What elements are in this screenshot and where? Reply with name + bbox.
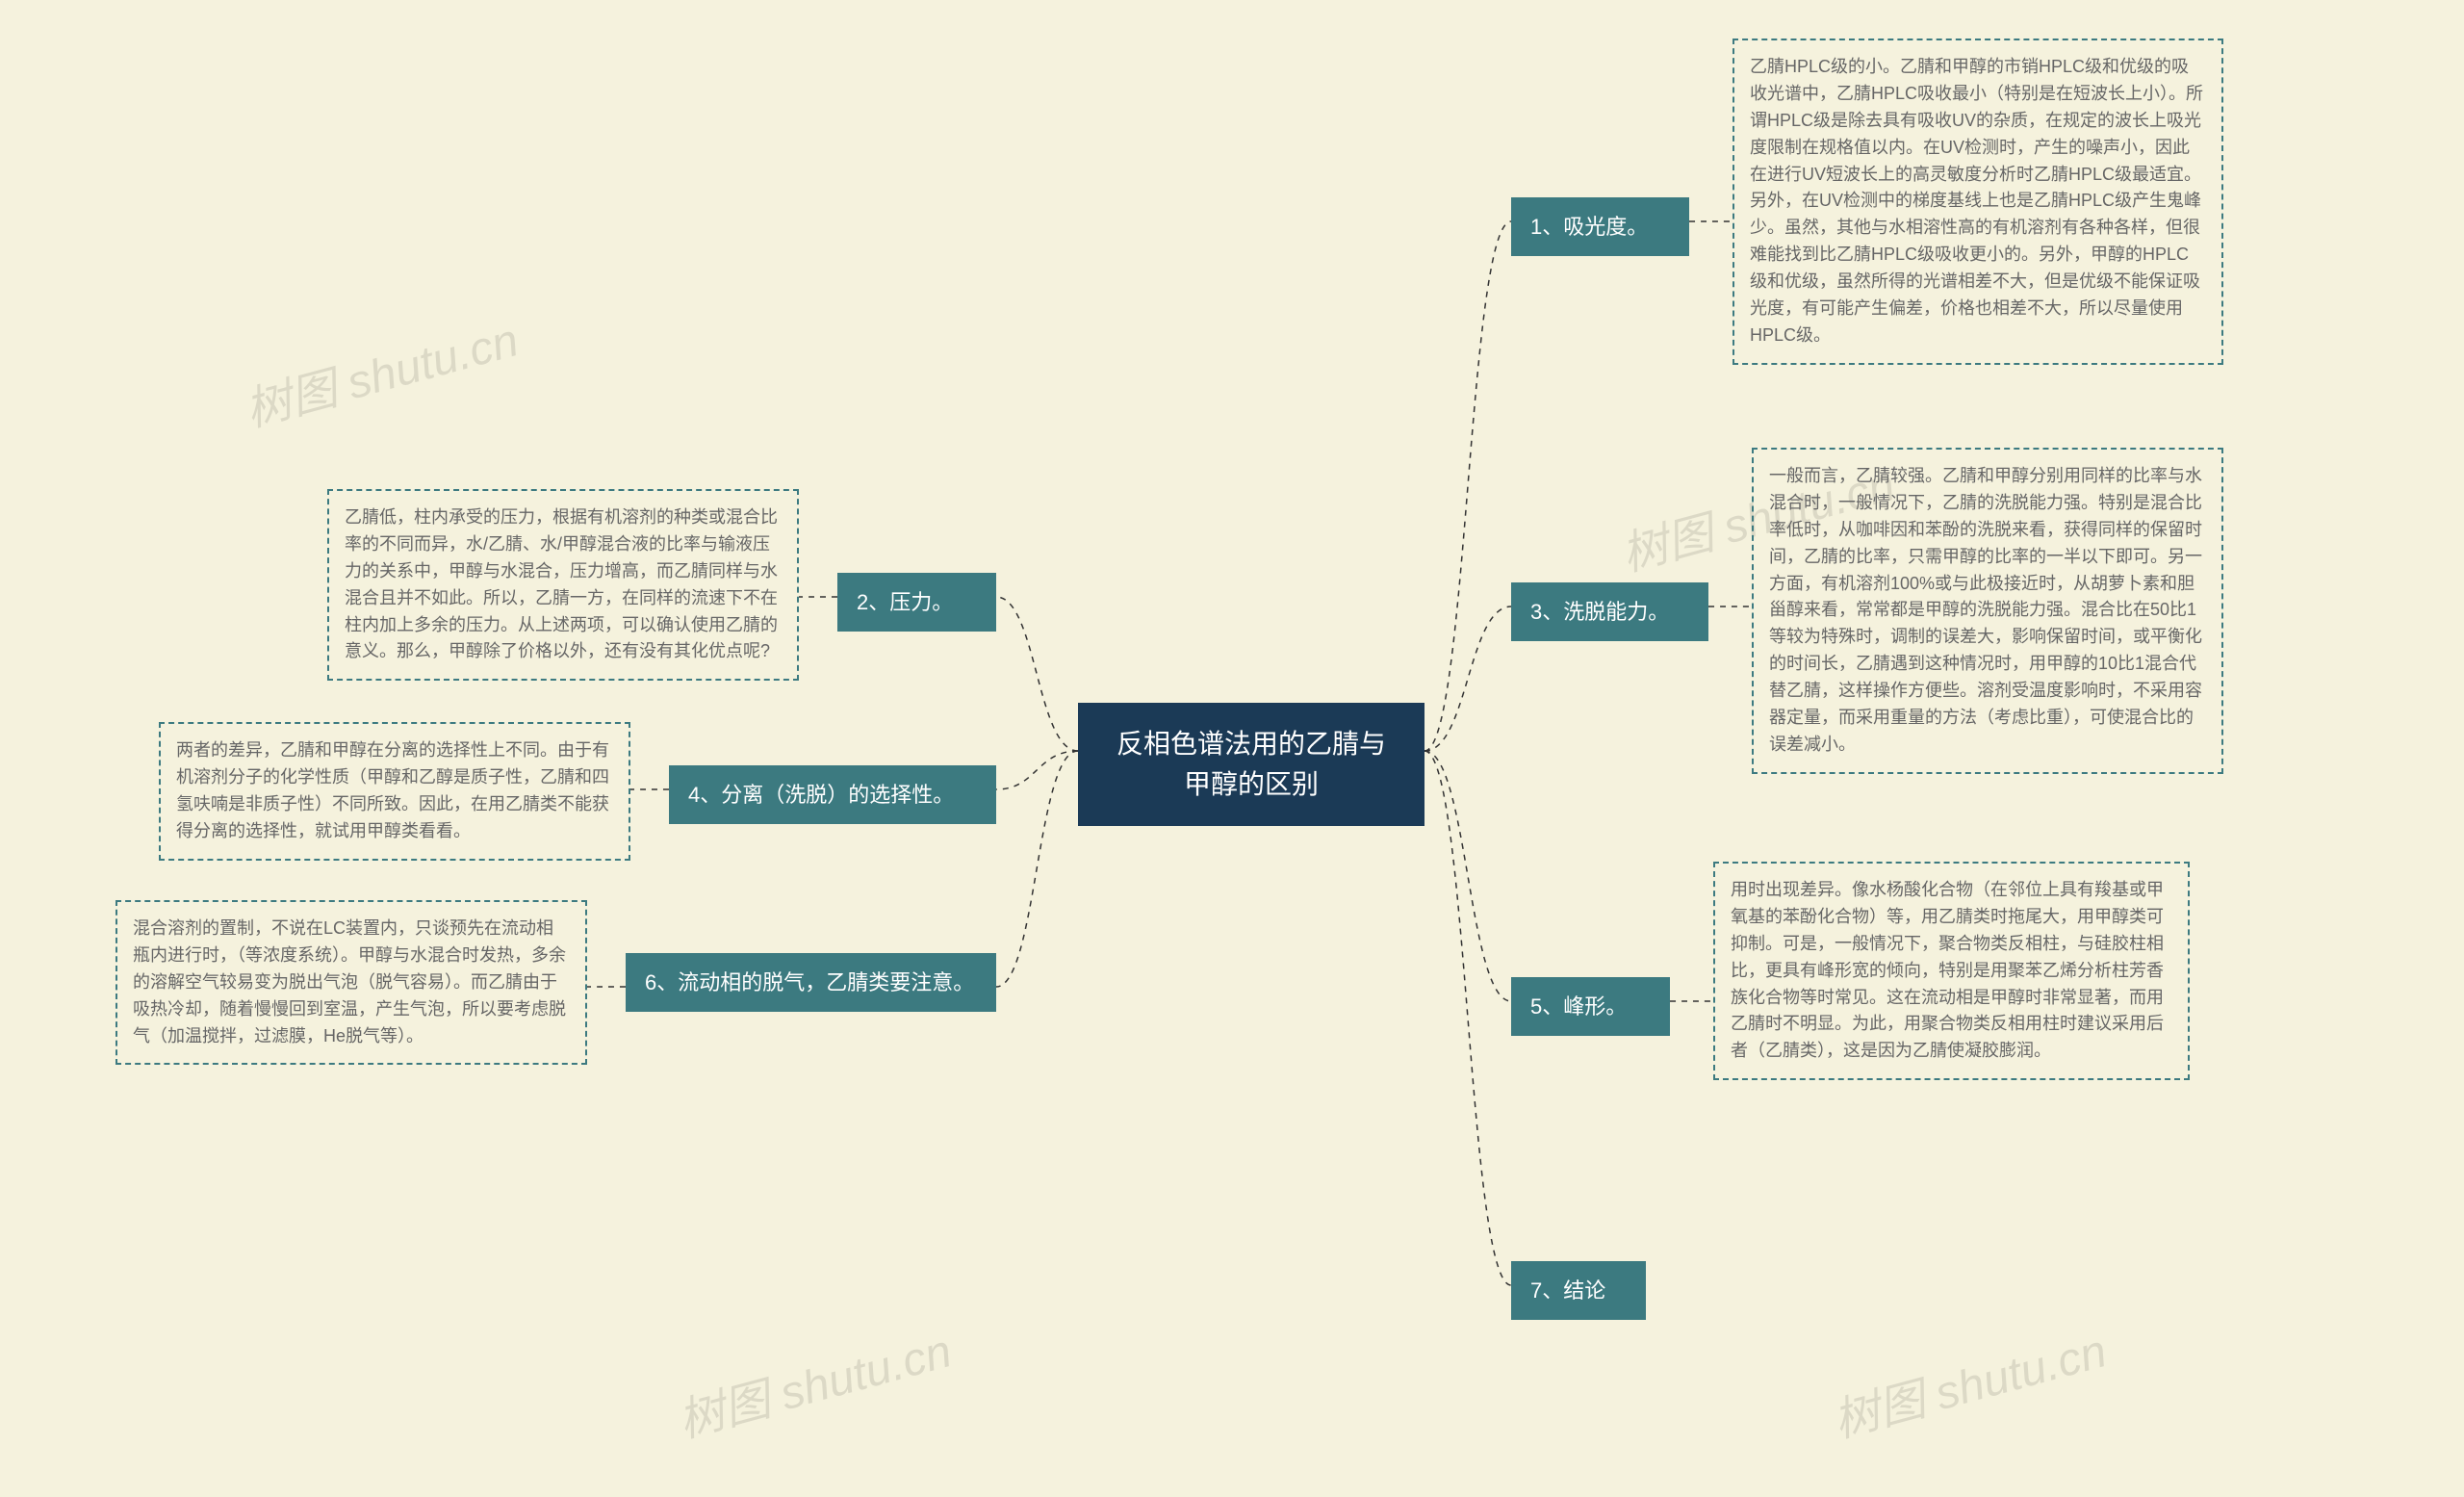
watermark: 树图 shutu.cn — [670, 1313, 958, 1451]
branch-2-pressure: 2、压力。 — [837, 573, 996, 632]
branch-5-peak: 5、峰形。 — [1511, 977, 1670, 1036]
watermark: 树图 shutu.cn — [1825, 1313, 2113, 1451]
branch-3-elution: 3、洗脱能力。 — [1511, 582, 1708, 641]
branch-1-absorbance: 1、吸光度。 — [1511, 197, 1689, 256]
branch-7-conclusion: 7、结论 — [1511, 1261, 1646, 1320]
detail-5-peak: 用时出现差异。像水杨酸化合物（在邻位上具有羧基或甲氧基的苯酚化合物）等，用乙腈类… — [1713, 862, 2190, 1080]
detail-3-elution: 一般而言，乙腈较强。乙腈和甲醇分别用同样的比率与水混合时，一般情况下，乙腈的洗脱… — [1752, 448, 2223, 774]
branch-6-degas: 6、流动相的脱气，乙腈类要注意。 — [626, 953, 996, 1012]
detail-2-pressure: 乙腈低，柱内承受的压力，根据有机溶剂的种类或混合比率的不同而异，水/乙腈、水/甲… — [327, 489, 799, 681]
branch-4-selectivity: 4、分离（洗脱）的选择性。 — [669, 765, 996, 824]
detail-1-absorbance: 乙腈HPLC级的小。乙腈和甲醇的市销HPLC级和优级的吸收光谱中，乙腈HPLC吸… — [1732, 39, 2223, 365]
mindmap-root: 反相色谱法用的乙腈与甲醇的区别 — [1078, 703, 1424, 826]
detail-4-selectivity: 两者的差异，乙腈和甲醇在分离的选择性上不同。由于有机溶剂分子的化学性质（甲醇和乙… — [159, 722, 630, 861]
watermark: 树图 shutu.cn — [237, 302, 525, 440]
detail-6-degas: 混合溶剂的置制，不说在LC装置内，只谈预先在流动相瓶内进行时，（等浓度系统）。甲… — [116, 900, 587, 1065]
